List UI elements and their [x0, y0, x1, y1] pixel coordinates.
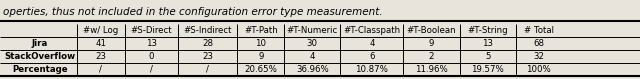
Text: /: / [206, 65, 209, 74]
Text: #T-Classpath: #T-Classpath [343, 26, 401, 35]
Text: 10: 10 [255, 39, 266, 48]
Text: 10.87%: 10.87% [355, 65, 388, 74]
Text: StackOverflow: StackOverflow [4, 52, 76, 61]
Text: #T-Boolean: #T-Boolean [406, 26, 456, 35]
Text: 100%: 100% [527, 65, 551, 74]
Text: 30: 30 [307, 39, 318, 48]
Text: operties, thus not included in the configuration error type measurement.: operties, thus not included in the confi… [3, 7, 383, 17]
Text: 13: 13 [482, 39, 493, 48]
Text: 28: 28 [202, 39, 213, 48]
Text: 13: 13 [146, 39, 157, 48]
Text: 0: 0 [148, 52, 154, 61]
Text: 23: 23 [95, 52, 106, 61]
Text: 19.57%: 19.57% [471, 65, 504, 74]
Text: /: / [99, 65, 102, 74]
Text: 9: 9 [258, 52, 264, 61]
Text: 32: 32 [533, 52, 545, 61]
Text: Jira: Jira [32, 39, 48, 48]
Text: #S-Direct: #S-Direct [131, 26, 172, 35]
Text: 4: 4 [310, 52, 315, 61]
Text: #T-Path: #T-Path [244, 26, 278, 35]
Text: 20.65%: 20.65% [244, 65, 277, 74]
Text: /: / [150, 65, 153, 74]
Text: #T-String: #T-String [467, 26, 508, 35]
Text: 9: 9 [429, 39, 434, 48]
Text: Percentage: Percentage [12, 65, 68, 74]
Text: 23: 23 [202, 52, 213, 61]
Text: 5: 5 [485, 52, 490, 61]
Text: 4: 4 [369, 39, 374, 48]
Text: 11.96%: 11.96% [415, 65, 448, 74]
Text: 41: 41 [95, 39, 106, 48]
Text: #T-Numeric: #T-Numeric [287, 26, 338, 35]
Text: 6: 6 [369, 52, 374, 61]
Text: 2: 2 [429, 52, 434, 61]
Text: # Total: # Total [524, 26, 554, 35]
Text: #S-Indirect: #S-Indirect [184, 26, 232, 35]
Text: 68: 68 [533, 39, 545, 48]
Text: #w/ Log: #w/ Log [83, 26, 118, 35]
Text: 36.96%: 36.96% [296, 65, 329, 74]
